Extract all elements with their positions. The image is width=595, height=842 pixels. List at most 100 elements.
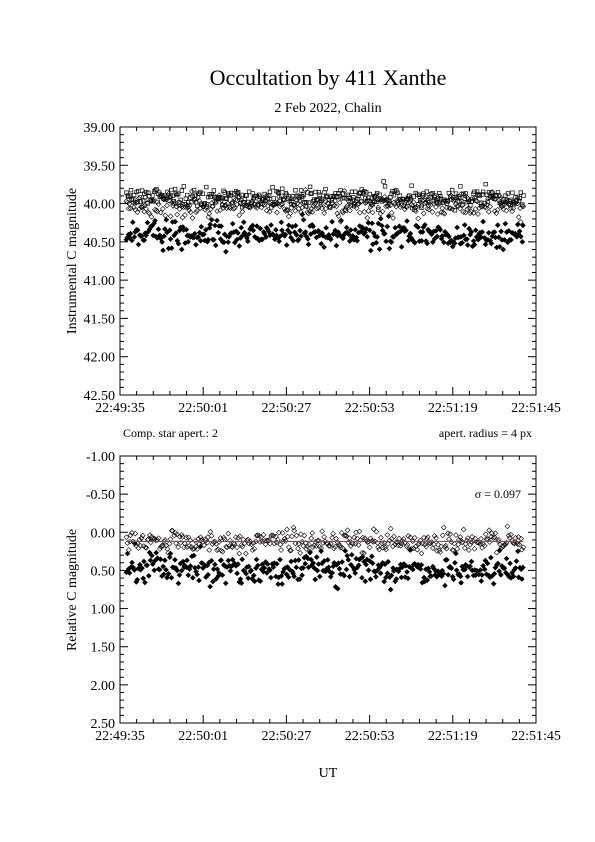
data-point [149,561,156,568]
data-point [388,239,395,246]
data-point [461,222,468,228]
data-point [216,570,222,576]
data-point [166,227,173,234]
data-point [466,225,472,232]
data-point [329,570,336,576]
data-point [153,549,160,556]
data-point [313,554,320,561]
data-point [345,231,352,238]
chart-title: Occultation by 411 Xanthe [210,65,447,90]
data-point [458,191,465,197]
data-point [396,223,403,230]
data-point [302,540,309,546]
data-point [155,201,162,207]
data-point [302,187,309,193]
data-point [498,228,505,235]
data-point [251,546,258,552]
data-point [404,569,410,575]
data-point [373,192,379,198]
data-point [318,240,325,247]
data-point [379,559,386,566]
y-tick-label: 40.50 [84,236,116,251]
data-point [459,239,466,246]
data-point [214,566,221,573]
data-point [328,541,334,547]
data-point [495,538,501,544]
data-point [175,240,182,247]
data-point [516,228,523,235]
data-point [127,230,134,237]
data-point [292,222,299,229]
data-point [434,547,440,554]
data-point [171,200,177,207]
data-point [366,197,373,204]
data-point [248,567,255,574]
data-point [363,561,369,568]
data-point [241,540,248,547]
data-point [458,579,464,586]
data-point [379,208,386,215]
data-point [504,198,511,205]
data-point [280,186,285,191]
data-point [480,192,485,197]
data-point [148,214,155,220]
data-point [448,237,454,244]
data-point [316,190,321,195]
data-point [215,546,222,553]
data-point [309,530,316,536]
data-point [219,572,226,579]
data-point [450,198,457,204]
data-point [353,205,360,212]
data-point [310,223,316,230]
data-point [225,557,232,564]
data-point [262,197,269,204]
data-point [487,203,493,210]
data-point [319,528,325,535]
data-point [501,541,508,548]
data-point [189,574,196,581]
data-point [317,199,323,206]
data-point [234,570,241,577]
data-point [368,553,375,560]
data-point [212,222,218,229]
data-point [285,213,292,220]
data-point [142,579,148,586]
data-point [364,233,371,240]
data-point [123,534,130,541]
data-point [205,571,211,578]
data-point [429,209,436,215]
data-point [457,205,463,212]
data-point [494,193,499,198]
data-point [290,237,297,244]
data-point [293,564,300,571]
data-point [248,541,255,548]
data-point [138,199,143,204]
data-point [514,221,521,228]
panel-frame [119,126,537,396]
data-point [164,202,170,209]
data-point [313,205,320,212]
data-point [510,205,517,212]
data-point [198,223,205,230]
data-point [367,191,372,197]
data-point [196,577,202,584]
data-point [373,239,380,246]
data-point [138,232,145,239]
data-point [405,533,412,539]
data-point [277,233,284,240]
data-point [174,192,180,198]
data-point [207,583,214,590]
data-point [451,196,458,203]
data-point [275,581,282,587]
data-point [299,204,306,211]
data-point [146,190,151,195]
data-point [410,203,416,209]
data-point [520,203,527,210]
data-point [322,538,328,545]
data-point [243,570,249,577]
data-point [507,560,513,567]
data-point [231,540,238,547]
data-point [312,576,319,583]
data-point [335,213,342,219]
data-point [129,559,135,566]
